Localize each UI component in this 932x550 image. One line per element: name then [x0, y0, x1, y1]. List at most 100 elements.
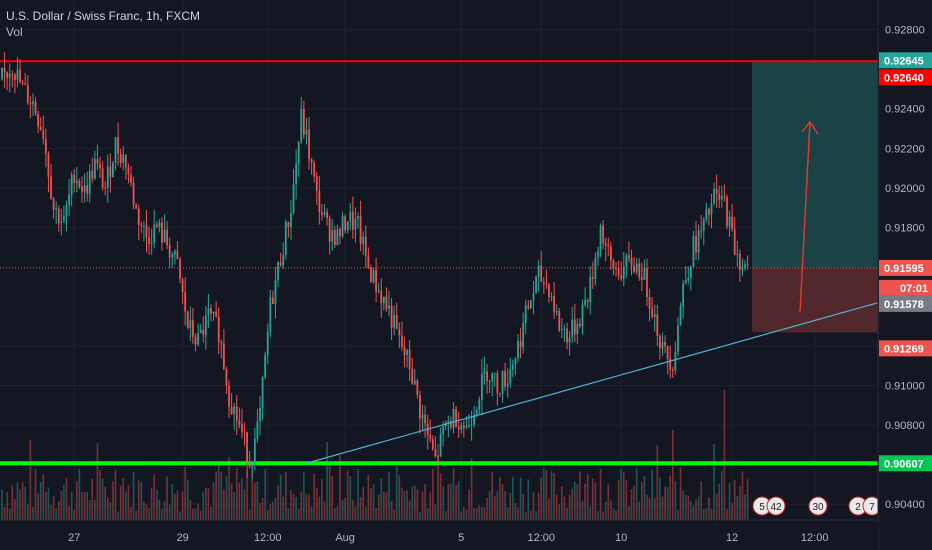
time-axis[interactable]: 27 29 12:00 Aug 5 12:00 10 12 12:00: [0, 519, 878, 550]
event-badge-count[interactable]: 42: [770, 502, 782, 513]
volume-bar: [125, 491, 127, 520]
volume-bar: [117, 511, 119, 520]
price-label-stop[interactable]: [879, 340, 932, 357]
candle-body: [359, 216, 362, 244]
volume-bar: [594, 482, 597, 520]
volume-label[interactable]: Vol: [6, 25, 23, 39]
candle-body: [493, 373, 496, 375]
volume-bar: [295, 497, 297, 520]
candle-body: [251, 464, 254, 467]
volume-bar: [439, 473, 442, 520]
candle-body: [553, 296, 556, 313]
price-label-text-entry[interactable]: 0.91595: [884, 263, 924, 275]
price-label-last[interactable]: [879, 295, 932, 312]
volume-bar: [349, 476, 352, 520]
price-label-text-countdown[interactable]: 07:01: [900, 283, 928, 295]
volume-bar: [297, 509, 300, 520]
candle-body: [47, 153, 50, 177]
candle-body: [357, 216, 359, 219]
candle-body: [282, 255, 285, 266]
event-badge-count[interactable]: 7: [869, 502, 875, 513]
candle-body: [155, 224, 158, 227]
candle-body: [573, 319, 576, 335]
volume-bar: [684, 494, 687, 520]
price-axis[interactable]: 0.92800 0.92400 0.92200 0.92000 0.91800 0.912…: [877, 0, 932, 550]
candle-body: [220, 341, 223, 344]
trend-line[interactable]: [306, 302, 879, 464]
drawings[interactable]: [306, 120, 879, 464]
candle-body: [176, 250, 179, 260]
volume-bar: [442, 486, 444, 520]
candle-body: [181, 279, 184, 293]
horizontal-levels[interactable]: [0, 60, 878, 466]
candle-body: [519, 340, 522, 348]
candle-body: [687, 278, 690, 281]
volume-bar: [246, 472, 248, 520]
volume-bars: [1, 390, 749, 520]
candle-body: [29, 102, 32, 104]
projection-arrow-shaft[interactable]: [799, 121, 811, 313]
price-label-text-support[interactable]: 0.90607: [884, 458, 924, 470]
price-label-text-last[interactable]: 0.91578: [884, 299, 924, 311]
volume-bar: [444, 511, 447, 520]
candle-body: [468, 425, 470, 427]
volume-bar: [739, 486, 741, 520]
volume-bar: [140, 482, 143, 520]
candle-body: [491, 373, 494, 381]
candle-body: [661, 341, 664, 349]
target-zone[interactable]: [752, 60, 878, 268]
candle-body: [509, 369, 512, 384]
event-badges[interactable]: 5 42 30 2 7: [752, 496, 882, 516]
candle-body: [277, 262, 279, 280]
candle-body: [723, 196, 726, 198]
position-zones[interactable]: [752, 60, 878, 333]
volume-bar: [470, 458, 473, 520]
event-badge-count[interactable]: 30: [812, 502, 824, 513]
event-badge-circle[interactable]: [766, 496, 786, 516]
price-label-text-resistance[interactable]: 0.92640: [884, 72, 924, 84]
candle-body: [736, 253, 739, 255]
stop-zone[interactable]: [752, 267, 878, 333]
candle-body: [532, 293, 535, 301]
candle-body: [290, 212, 292, 227]
volume-bar: [553, 472, 555, 520]
volume-bar: [708, 497, 710, 520]
price-label-countdown[interactable]: [879, 279, 932, 296]
price-tick-label: 0.91000: [885, 381, 925, 393]
volume-bar: [272, 501, 274, 520]
candle-body: [168, 245, 171, 258]
candle-body: [738, 253, 741, 270]
candle-body: [215, 311, 218, 317]
volume-bar: [235, 468, 238, 520]
event-badge-count[interactable]: 5: [759, 502, 765, 513]
candle-body: [318, 190, 321, 213]
candle-body: [682, 283, 685, 307]
event-badge-count[interactable]: 2: [855, 502, 861, 513]
candle-body: [186, 311, 189, 328]
volume-bar: [535, 511, 537, 520]
volume-bar: [573, 481, 576, 520]
candle-body: [328, 218, 331, 242]
candle-body: [599, 225, 602, 252]
candle-body: [457, 426, 460, 430]
price-label-support[interactable]: [879, 455, 932, 472]
volume-bar: [633, 485, 635, 520]
candle-body: [648, 296, 651, 309]
price-label-resistance[interactable]: [879, 69, 932, 86]
projection-arrow-head[interactable]: [801, 120, 819, 135]
volume-bar: [426, 508, 429, 520]
event-badge-circle[interactable]: [808, 496, 828, 516]
candle-body: [143, 225, 145, 227]
price-label-target[interactable]: [879, 52, 932, 69]
candle-body: [65, 205, 68, 217]
candle-body: [135, 205, 138, 209]
volume-bar: [728, 483, 731, 520]
price-label-text-target[interactable]: 0.92645: [884, 55, 924, 67]
candle-body: [60, 221, 63, 224]
price-label-entry[interactable]: [879, 259, 932, 276]
price-label-text-stop[interactable]: 0.91269: [884, 343, 924, 355]
candle-body: [524, 305, 527, 324]
candle-body: [705, 208, 708, 220]
symbol-title[interactable]: U.S. Dollar / Swiss Franc, 1h, FXCM: [6, 9, 201, 23]
